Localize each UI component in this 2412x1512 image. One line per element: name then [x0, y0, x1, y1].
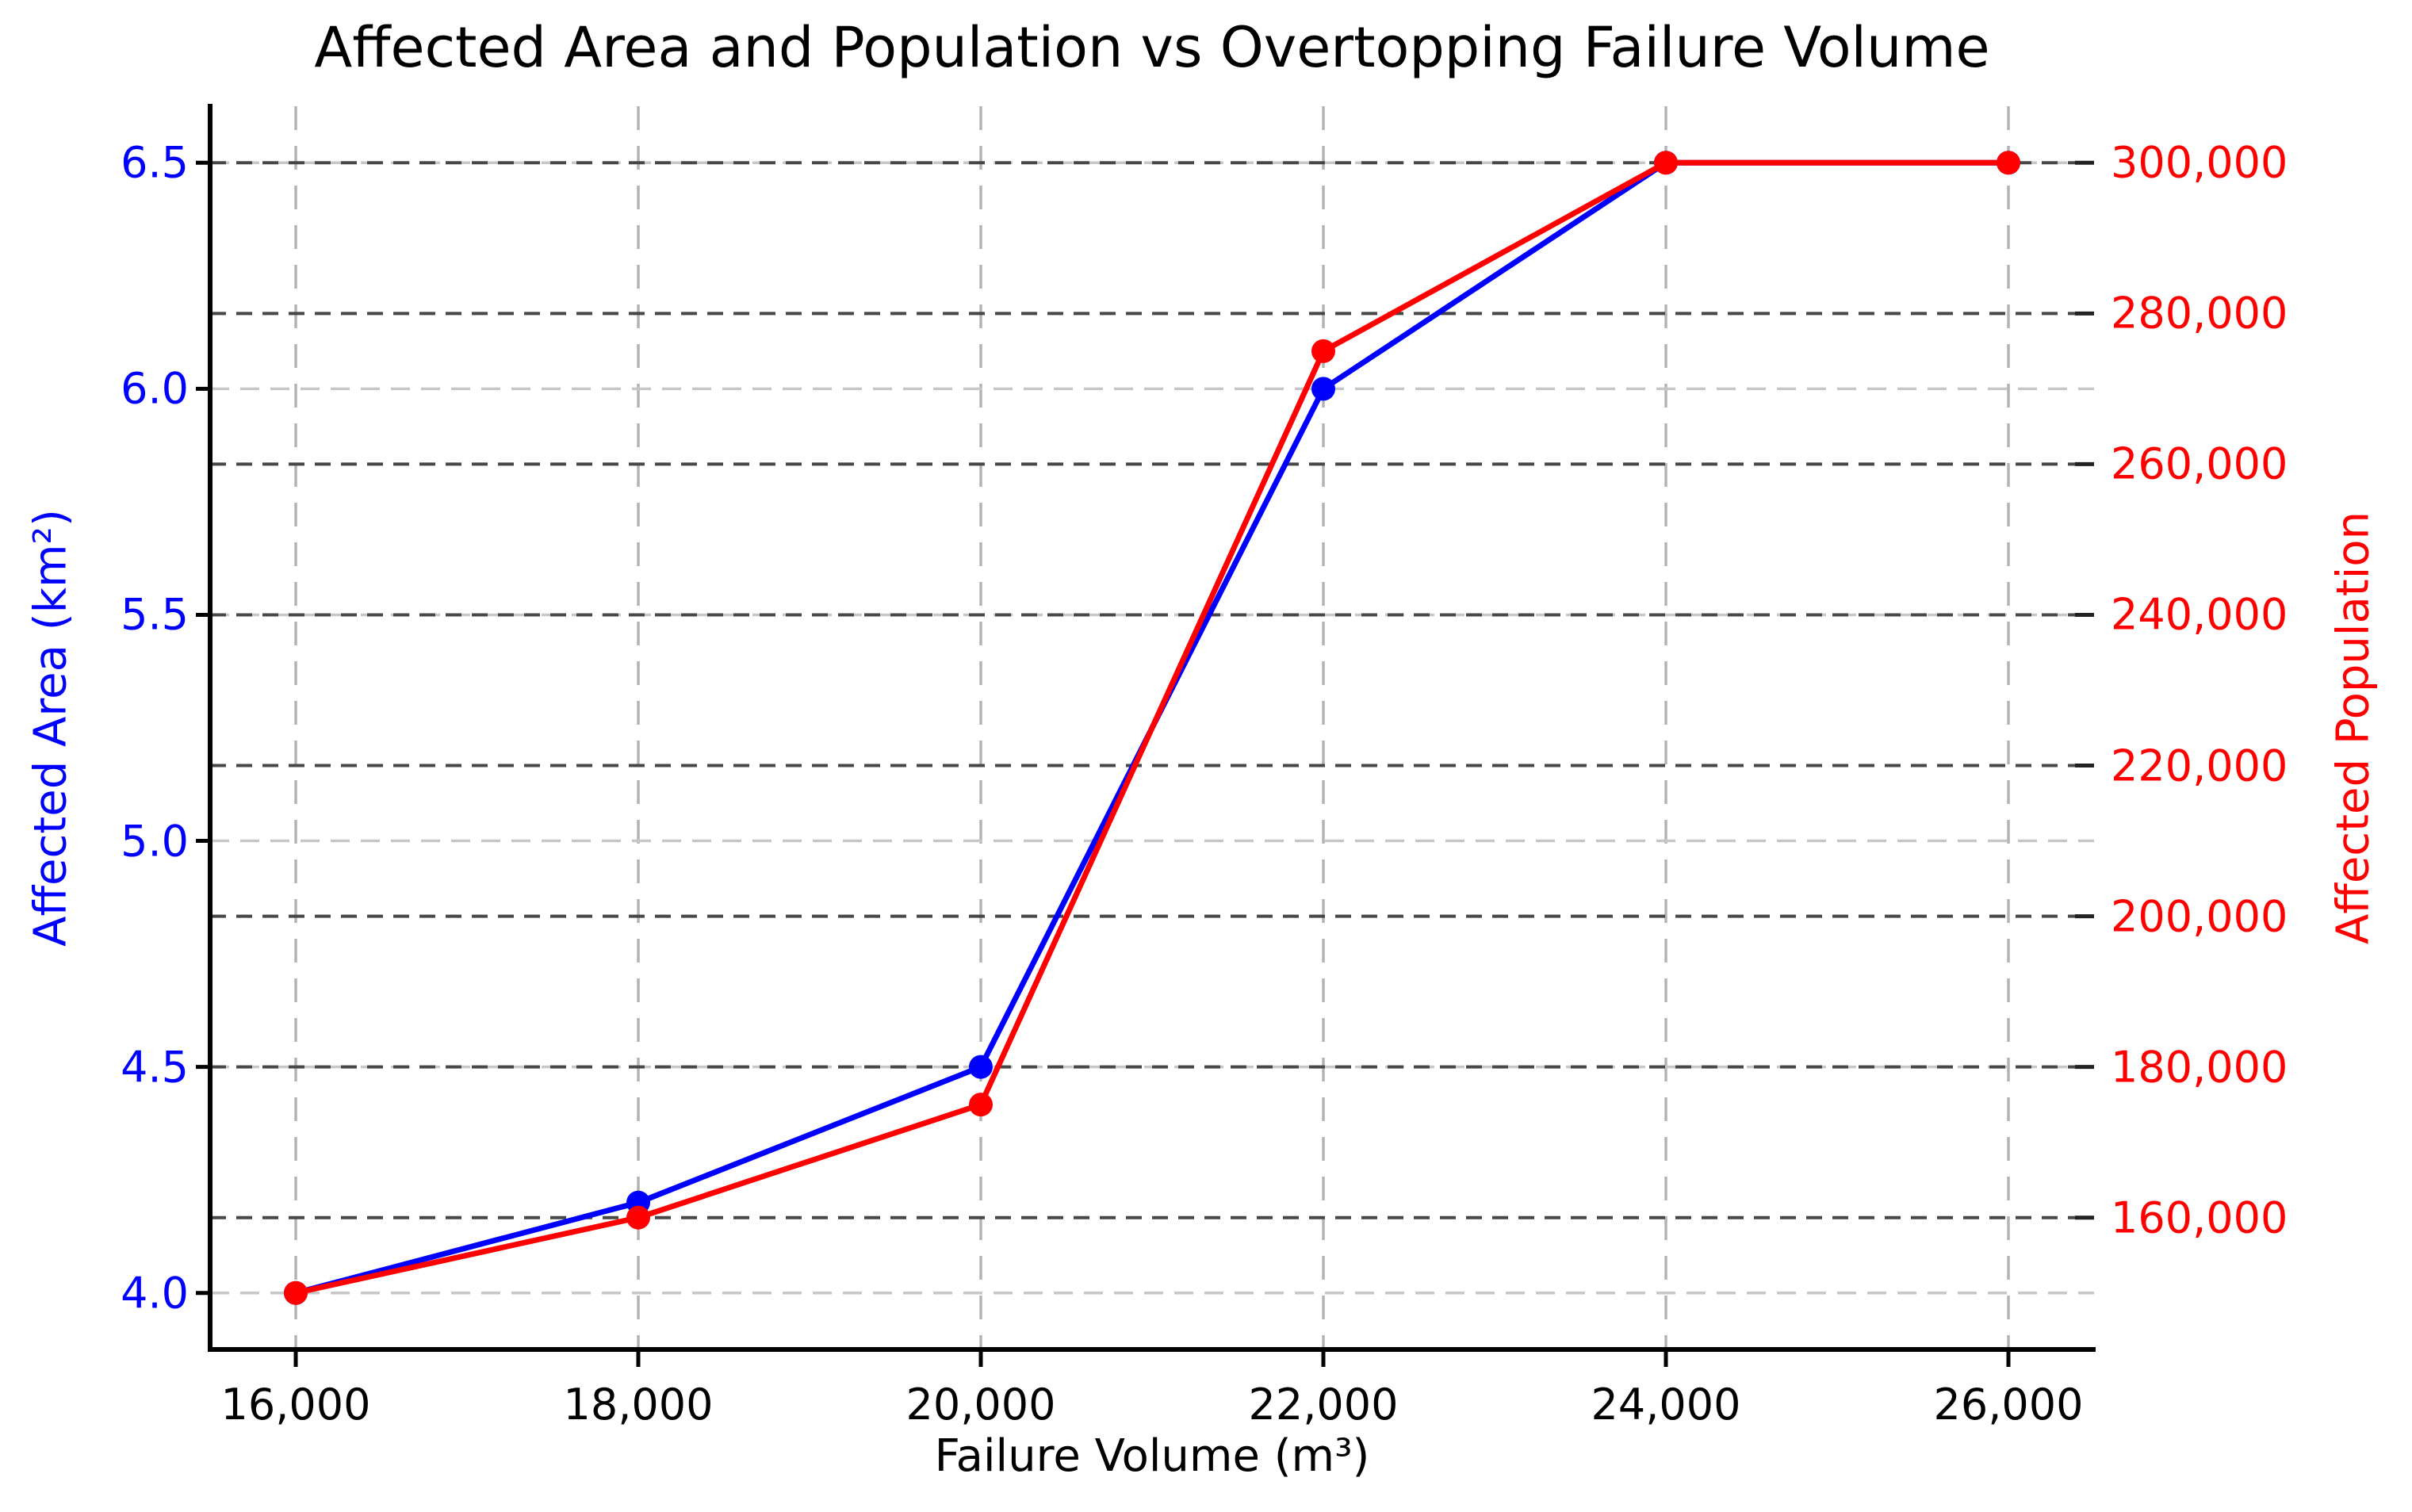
- data-point-area: [969, 1055, 993, 1079]
- y-right-tick-label: 280,000: [2111, 288, 2288, 339]
- data-point-area: [1311, 377, 1335, 401]
- x-axis-label: Failure Volume (m³): [934, 1430, 1370, 1482]
- y-axis-label-right: Affected Population: [2327, 511, 2379, 945]
- data-point-population: [626, 1205, 650, 1230]
- y-right-tick-label: 260,000: [2111, 438, 2288, 489]
- data-point-population: [1997, 151, 2020, 175]
- chart-title: Affected Area and Population vs Overtopp…: [314, 15, 1990, 80]
- x-tick-label: 20,000: [905, 1380, 1056, 1430]
- y-left-tick-label: 6.5: [121, 137, 189, 188]
- y-right-tick-label: 220,000: [2111, 741, 2288, 790]
- y-left-tick-label: 4.0: [121, 1268, 189, 1319]
- data-point-population: [1311, 339, 1335, 363]
- data-point-population: [284, 1280, 308, 1305]
- x-tick-label: 18,000: [563, 1380, 714, 1430]
- y-left-tick-label: 6.0: [121, 363, 189, 414]
- x-tick-label: 22,000: [1248, 1380, 1399, 1430]
- x-tick-label: 16,000: [220, 1380, 371, 1430]
- series-line-population: [293, 159, 2012, 1296]
- data-point-population: [1654, 151, 1678, 175]
- y-left-tick-label: 4.5: [121, 1042, 189, 1093]
- y-left-tick-label: 5.5: [121, 589, 189, 640]
- y-right-tick-label: 240,000: [2111, 589, 2288, 640]
- y-axis-label-left: Affected Area (km²): [25, 509, 77, 947]
- y-right-tick-label: 180,000: [2111, 1042, 2288, 1093]
- y-right-tick-label: 200,000: [2111, 891, 2288, 942]
- data-point-population: [969, 1093, 993, 1117]
- y-right-tick-label: 160,000: [2111, 1192, 2288, 1243]
- x-tick-label: 26,000: [1933, 1380, 2084, 1430]
- y-right-tick-label: 300,000: [2111, 137, 2288, 188]
- x-tick-label: 24,000: [1591, 1380, 1741, 1430]
- y-left-tick-label: 5.0: [121, 816, 189, 867]
